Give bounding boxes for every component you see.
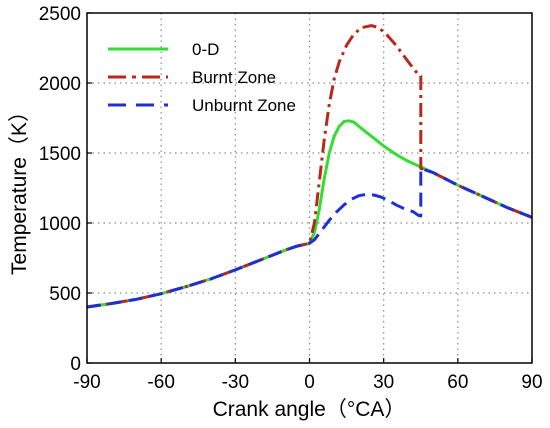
series-line-0-d (86, 119, 533, 309)
x-tick-label: 60 (447, 372, 468, 393)
x-tick-label: 90 (521, 372, 542, 393)
series-line-burnt-zone (86, 24, 533, 309)
x-tick-label: 0 (304, 372, 315, 393)
y-tick-label: 1500 (39, 144, 81, 165)
x-tick-label: -90 (73, 372, 100, 393)
x-tick-label: -30 (222, 372, 249, 393)
y-tick-label: 1000 (39, 214, 81, 235)
y-tick-label: 2000 (39, 74, 81, 95)
series-layer (86, 24, 533, 309)
y-tick-label: 0 (70, 354, 81, 375)
y-tick-label: 500 (49, 284, 81, 305)
x-axis-title: Crank angle（°CA） (213, 398, 406, 421)
series-line-unburnt-zone (86, 166, 533, 309)
y-tick-label: 2500 (39, 4, 81, 25)
legend-label: Unburnt Zone (192, 96, 296, 115)
x-tick-label: -60 (147, 372, 174, 393)
legend-label: 0-D (192, 40, 219, 59)
x-tick-label: 30 (373, 372, 394, 393)
y-tick-layer: 0 500 1000 1500 2000 2500 (39, 4, 92, 375)
y-axis-title: Temperature（K） (8, 101, 31, 275)
legend-label: Burnt Zone (192, 68, 276, 87)
grid-layer (87, 13, 532, 363)
legend: 0-D Burnt Zone Unburnt Zone (108, 40, 296, 115)
x-tick-layer: -90 -60 -30 0 30 60 90 (73, 358, 543, 393)
